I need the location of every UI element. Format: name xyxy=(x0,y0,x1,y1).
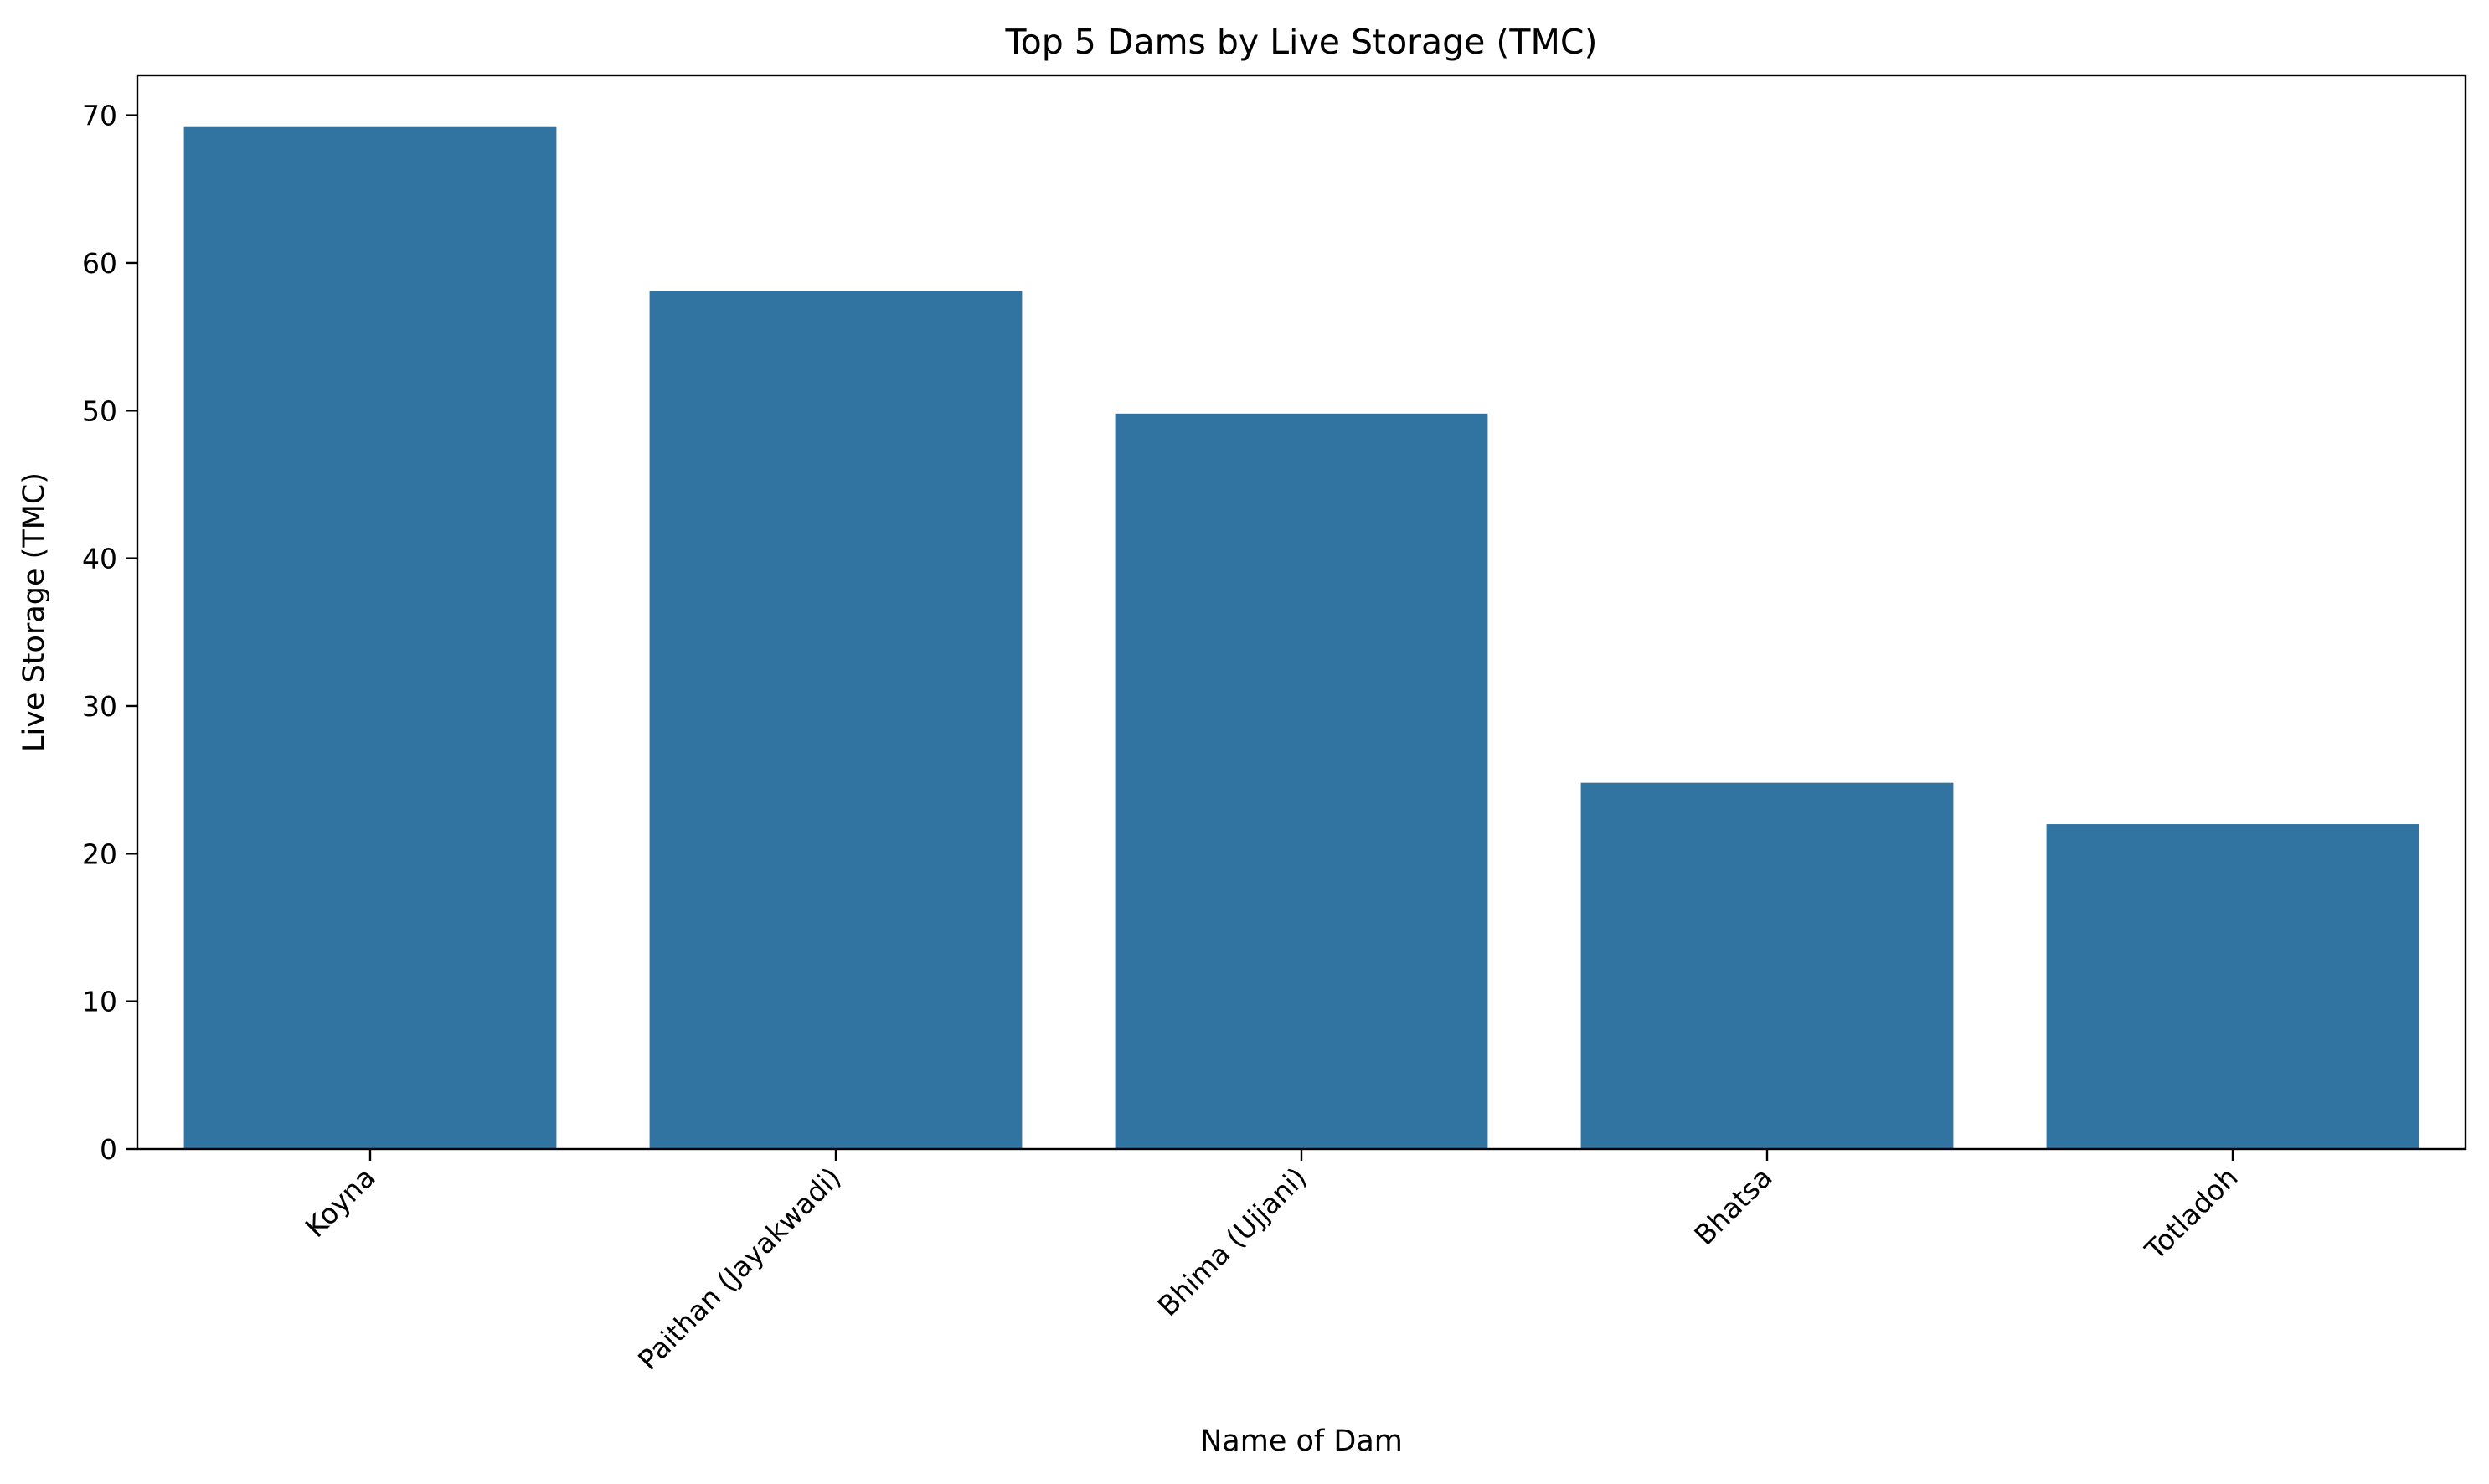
bar-bhima-ujjani xyxy=(1115,413,1488,1149)
x-axis: Koyna Paithan (Jayakwadi) Bhima (Ujjani) Bh… xyxy=(299,1149,2244,1377)
x-tick-label: Bhatsa xyxy=(1688,1161,1778,1251)
x-tick-label: Paithan (Jayakwadi) xyxy=(631,1161,848,1377)
y-tick-label: 60 xyxy=(82,247,117,280)
bar-totladoh xyxy=(2046,824,2419,1149)
x-axis-label: Name of Dam xyxy=(1200,1425,1403,1458)
y-axis-label: Live Storage (TMC) xyxy=(18,472,51,752)
y-tick-label: 70 xyxy=(82,100,117,132)
y-tick-label: 30 xyxy=(82,690,117,723)
y-axis: 0 10 20 30 40 50 60 70 xyxy=(82,100,137,1166)
y-tick-label: 10 xyxy=(82,986,117,1018)
y-tick-label: 40 xyxy=(82,543,117,575)
bars-group xyxy=(183,126,2419,1150)
y-tick-label: 0 xyxy=(100,1133,117,1166)
y-tick-label: 50 xyxy=(82,394,117,427)
bar-bhatsa xyxy=(1580,782,1954,1149)
bar-koyna xyxy=(183,126,557,1150)
chart-title: Top 5 Dams by Live Storage (TMC) xyxy=(1005,22,1598,62)
plot-frame xyxy=(136,74,2467,1151)
bar-paithan-jayakwadi xyxy=(649,291,1023,1150)
x-tick-label: Koyna xyxy=(299,1161,382,1244)
x-tick-label: Bhima (Ujjani) xyxy=(1152,1161,1313,1322)
x-tick-label: Totladoh xyxy=(2138,1161,2244,1267)
y-tick-label: 20 xyxy=(82,837,117,870)
